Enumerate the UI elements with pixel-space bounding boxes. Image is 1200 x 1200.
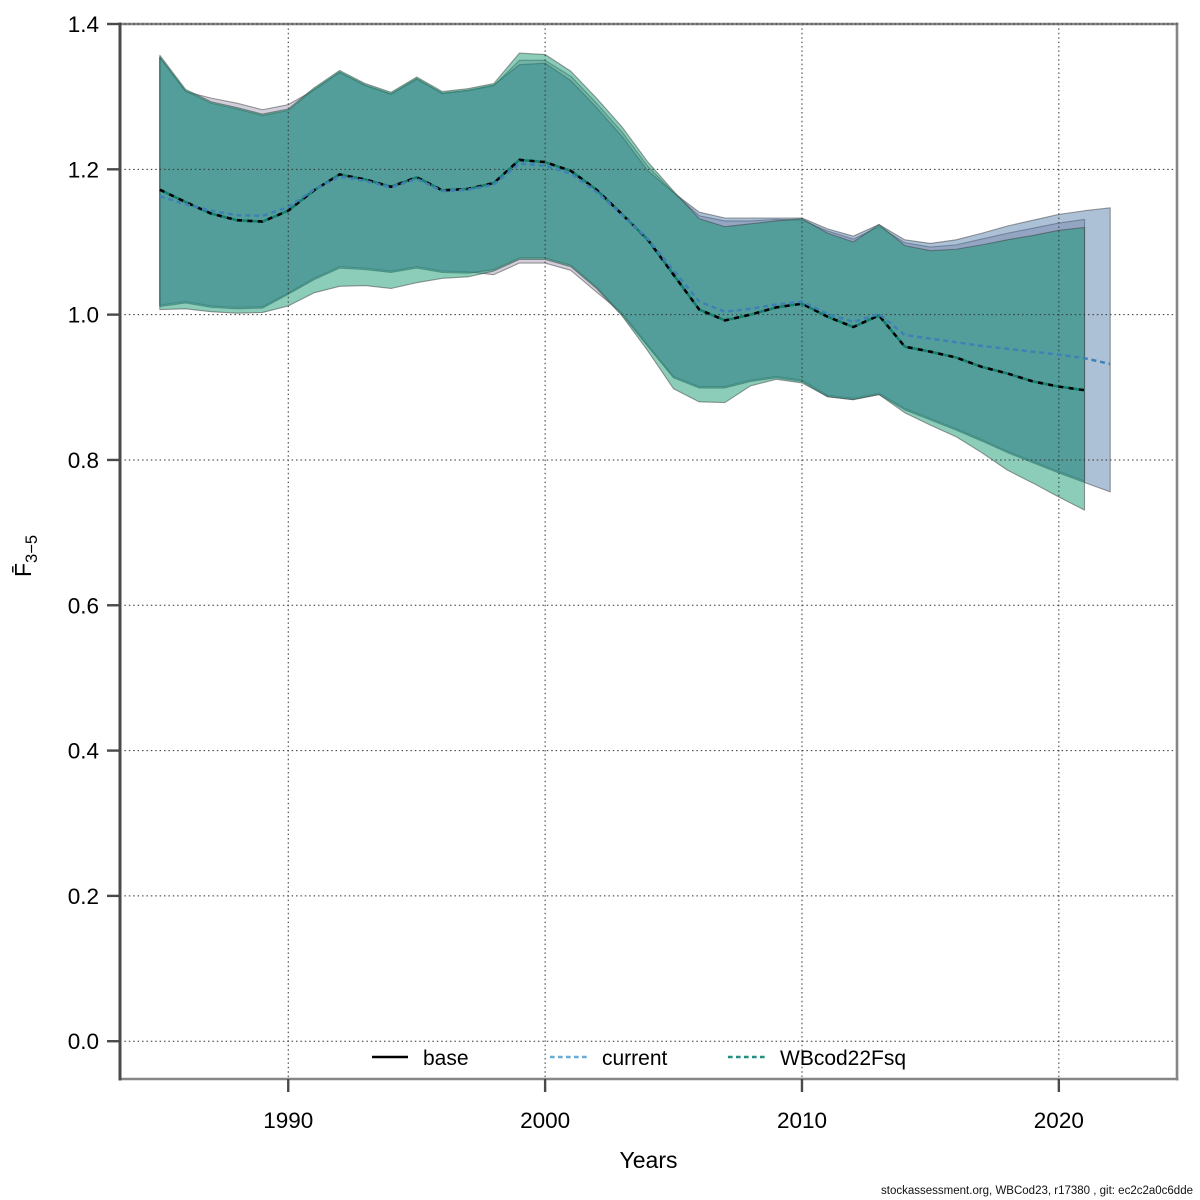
confidence-band-wbcod22fsq	[159, 52, 1086, 511]
y-axis-title: F̄3−5	[10, 535, 41, 577]
axis-ticks: 0.0 0.2 0.4 0.6 0.8 1.0 1.2 1.4 1990 2000 2010 2020	[68, 12, 1084, 1133]
legend-item-current: current	[550, 1047, 668, 1070]
y-tick-label: 1.2	[68, 157, 99, 182]
footer-credit: stockassessment.org, WBCod23, r17380 , g…	[881, 1185, 1193, 1197]
x-axis-title: Years	[620, 1147, 678, 1173]
y-tick-label: 0.2	[68, 884, 99, 909]
y-tick-label: 1.0	[68, 303, 99, 328]
x-tick-label: 1990	[263, 1108, 313, 1133]
y-tick-label: 0.8	[68, 448, 99, 473]
legend-item-wbcod22fsq: WBcod22Fsq	[728, 1047, 906, 1070]
confidence-bands	[159, 52, 1111, 511]
y-tick-label: 0.6	[68, 593, 99, 618]
mean-line-current	[159, 162, 1111, 366]
legend-label: WBcod22Fsq	[780, 1047, 906, 1070]
x-tick-label: 2010	[777, 1108, 827, 1133]
confidence-band-current	[159, 56, 1111, 493]
x-tick-label: 2000	[520, 1108, 570, 1133]
x-tick-label: 2020	[1034, 1108, 1084, 1133]
legend: base current WBcod22Fsq	[372, 1047, 906, 1070]
legend-label: current	[602, 1047, 668, 1070]
y-tick-label: 0.4	[68, 739, 99, 764]
mean-lines	[159, 158, 1111, 392]
legend-item-base: base	[372, 1047, 469, 1070]
legend-label: base	[423, 1047, 469, 1070]
y-tick-label: 0.0	[68, 1029, 99, 1054]
plot-border	[118, 22, 1179, 1081]
y-tick-label: 1.4	[68, 12, 99, 37]
